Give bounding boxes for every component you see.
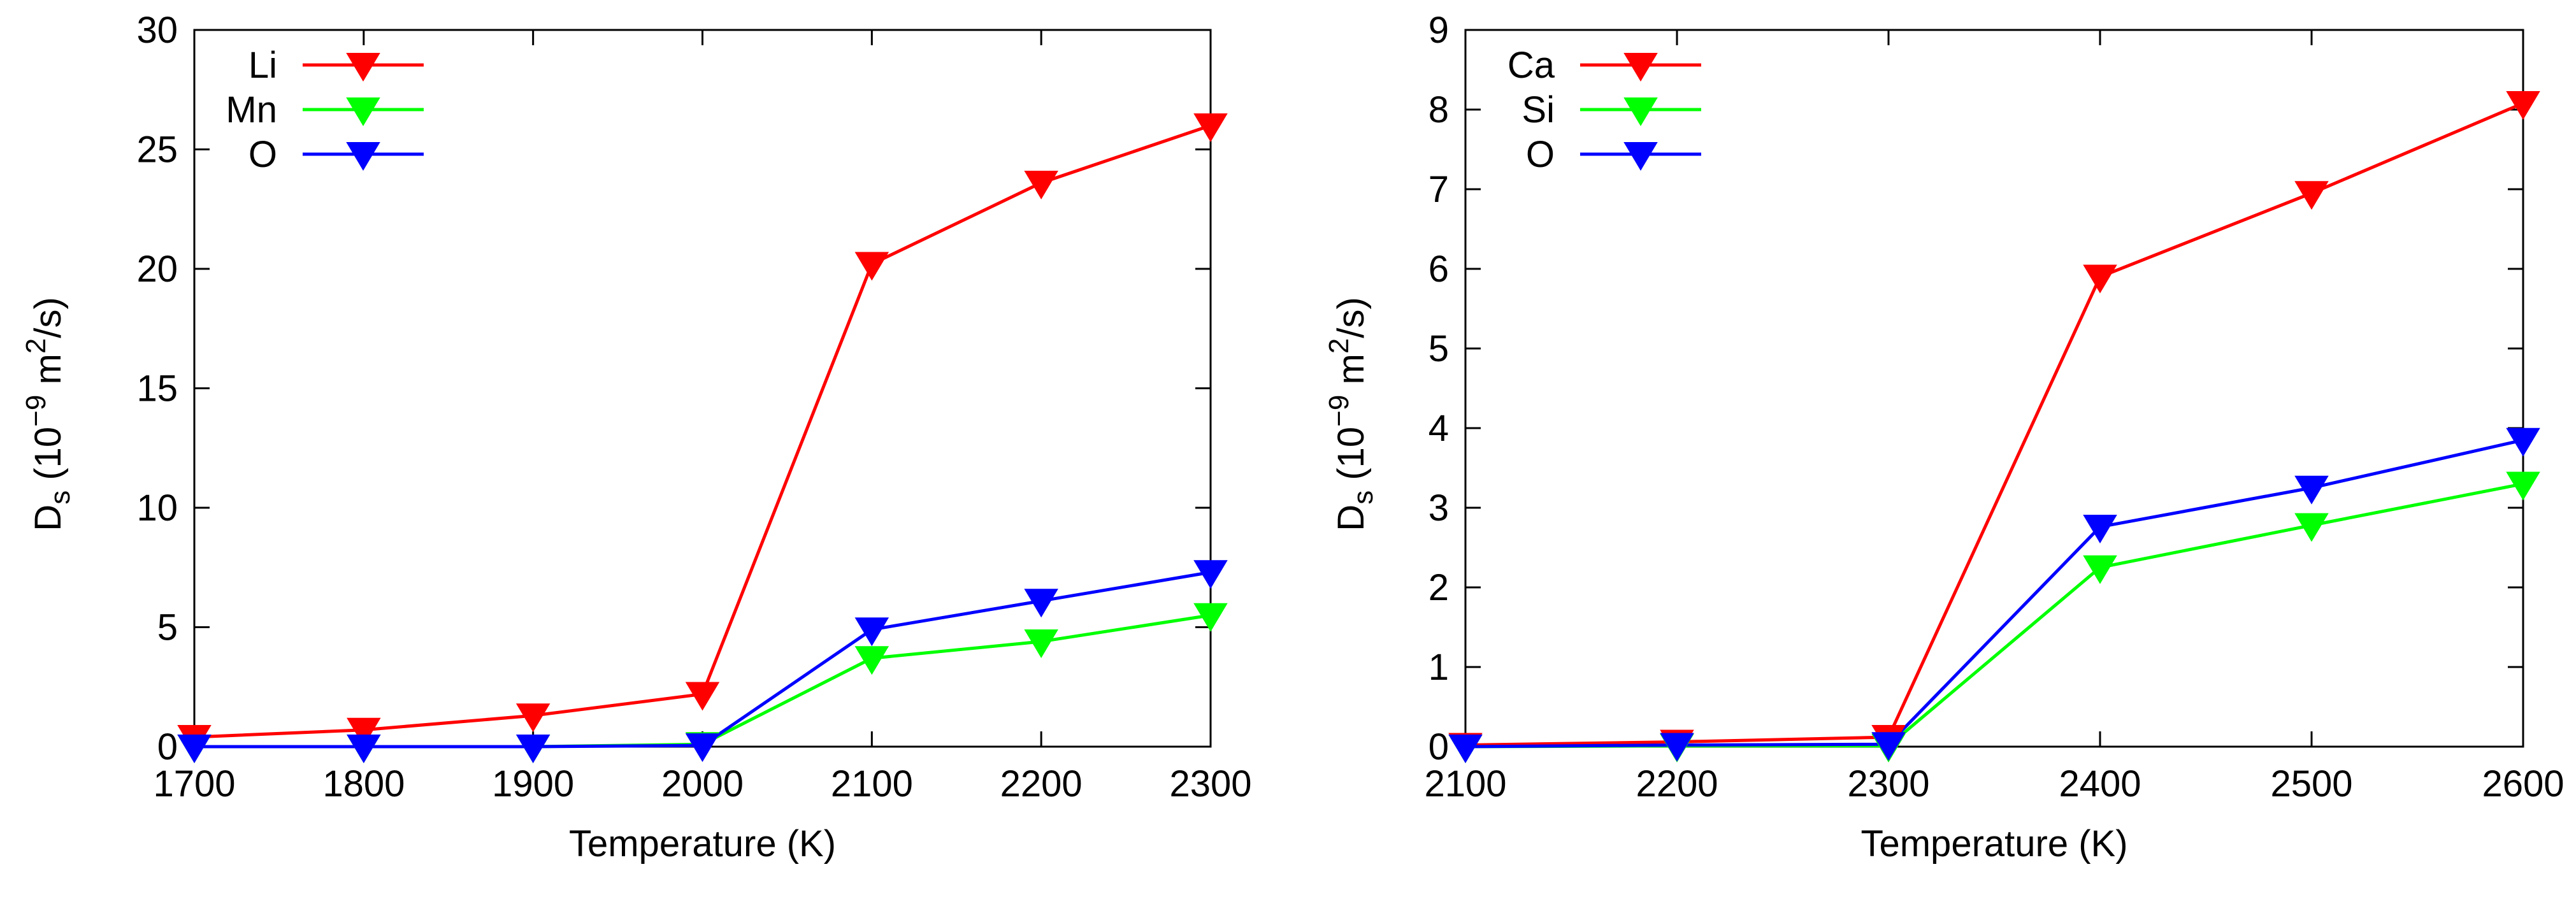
legend-label: Mn (226, 89, 277, 131)
x-axis-title: Temperature (K) (1860, 823, 2127, 865)
y-axis-title-part: 2 (1323, 338, 1355, 354)
data-point-O (177, 735, 212, 763)
chart-panel-1: 0 5 10 15 20 25 30 1700 1800 1900 2000 2100 2200 2300… (20, 10, 1252, 865)
y-tick-label: 8 (1428, 89, 1449, 131)
x-tick-label: 2000 (661, 763, 744, 805)
series-line-O (194, 570, 1211, 749)
data-point-Ca (2294, 181, 2329, 210)
y-tick-label: 9 (1428, 10, 1449, 51)
data-point-O (2083, 515, 2117, 543)
y-axis-title-part: D (27, 505, 69, 531)
data-point-Li (347, 717, 381, 747)
x-tick-label: 2200 (1000, 763, 1083, 805)
x-tick-label: 2400 (2059, 763, 2141, 805)
data-point-Li (685, 682, 720, 711)
y-axis-title-part: (10 (27, 427, 69, 491)
x-tick-label: 1800 (322, 763, 405, 805)
y-axis-title-part: 2 (20, 338, 52, 354)
chart-panel-2: 0 1 2 3 4 5 6 7 8 9 2100 2200 2300 2400 2500 2600 Temper… (1323, 10, 2565, 865)
y-tick-label: 5 (1428, 328, 1449, 370)
legend-marker (346, 97, 380, 126)
x-tick-label: 2600 (2482, 763, 2564, 805)
data-point-Li (515, 703, 550, 733)
data-point-O (2294, 475, 2329, 505)
legend-marker (1623, 53, 1658, 82)
data-point-O (1660, 733, 1694, 762)
y-tick-label: 5 (157, 607, 178, 649)
y-tick-label: 20 (136, 248, 178, 290)
y-tick-label: 0 (1428, 726, 1449, 768)
series-line-Li (194, 124, 1211, 739)
plot-frame (1464, 29, 2524, 748)
y-tick-label: 4 (1428, 408, 1449, 449)
y-tick-label: 7 (1428, 169, 1449, 210)
legend-label: O (248, 134, 277, 175)
x-tick-label: 2500 (2270, 763, 2352, 805)
x-axis-title: Temperature (K) (569, 823, 836, 865)
y-axis-title: Ds (10−9 m2/s) (1323, 297, 1379, 531)
series-line-Mn (194, 614, 1211, 749)
y-tick-label: 0 (157, 726, 178, 768)
legend-marker (346, 142, 380, 171)
legend-marker (346, 53, 380, 82)
y-axis-title-part: /s) (1330, 297, 1372, 338)
data-point-Si (2294, 513, 2329, 542)
series-line-O (1465, 438, 2524, 749)
y-axis-title-part: /s) (27, 297, 69, 338)
data-point-Si (2506, 471, 2540, 501)
data-point-O (1448, 735, 1483, 763)
data-point-Li (854, 252, 889, 281)
y-tick-label: 3 (1428, 487, 1449, 529)
data-point-O (685, 733, 720, 763)
data-point-O (347, 735, 381, 763)
y-axis-title-part: D (1330, 505, 1372, 531)
x-tick-label: 1700 (153, 763, 235, 805)
data-point-O (1024, 589, 1058, 618)
y-tick-label: 15 (136, 368, 178, 410)
data-point-Mn (854, 646, 889, 675)
y-axis-title-part: m (1330, 354, 1372, 394)
data-point-O (515, 735, 550, 763)
legend-label: O (1526, 134, 1555, 175)
data-point-Mn (1024, 629, 1058, 658)
data-point-O (1193, 560, 1228, 589)
data-point-Mn (1193, 603, 1228, 632)
legend-marker (1623, 97, 1658, 126)
x-tick-label: 2100 (831, 763, 913, 805)
data-point-O (2506, 427, 2540, 457)
data-point-Li (1024, 171, 1058, 199)
x-tick-label: 2100 (1424, 763, 1506, 805)
legend-label: Li (248, 45, 277, 86)
data-point-Ca (2506, 91, 2540, 120)
series-line-Ca (1465, 101, 2524, 747)
y-axis-title-part: s (45, 491, 76, 505)
y-axis-title: Ds (10−9 m2/s) (20, 297, 76, 531)
y-tick-label: 2 (1428, 567, 1449, 608)
y-tick-label: 10 (136, 487, 178, 529)
data-point-Ca (2083, 264, 2117, 294)
y-tick-label: 25 (136, 129, 178, 171)
y-axis-title-part: −9 (20, 395, 52, 427)
data-point-Si (2083, 555, 2117, 584)
x-tick-label: 2300 (1169, 763, 1251, 805)
data-point-Li (1193, 113, 1228, 142)
data-point-O (1871, 732, 1906, 761)
y-axis-title-part: −9 (1323, 395, 1355, 427)
x-tick-label: 1900 (492, 763, 574, 805)
legend-label: Ca (1507, 45, 1555, 86)
x-tick-label: 2200 (1636, 763, 1718, 805)
legend-marker (1623, 142, 1658, 171)
y-tick-label: 6 (1428, 248, 1449, 290)
data-point-O (854, 617, 889, 647)
series-line-Si (1465, 482, 2524, 749)
y-axis-title-part: m (27, 354, 69, 394)
y-tick-label: 30 (136, 10, 178, 51)
y-tick-label: 1 (1428, 647, 1449, 688)
y-axis-title-part: (10 (1330, 427, 1372, 491)
y-axis-title-part: s (1348, 491, 1379, 505)
x-tick-label: 2300 (1847, 763, 1929, 805)
legend-label: Si (1522, 89, 1555, 131)
